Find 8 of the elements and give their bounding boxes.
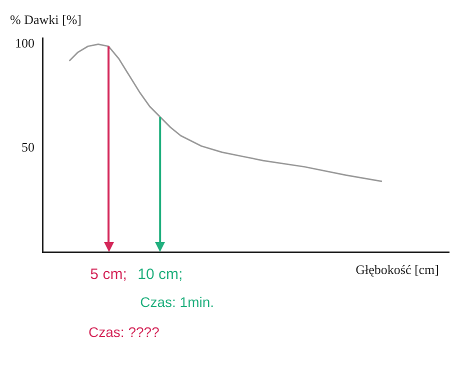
x-tick-label: 10 cm; (138, 266, 183, 284)
text: Czas: 1min. (140, 294, 214, 310)
y-axis-title: % Dawki [%] (10, 12, 82, 27)
x-tick-label: 5 cm; (90, 266, 127, 284)
text: Czas: ???? (88, 324, 160, 340)
x-axis-title: Głębokość [cm] (356, 262, 439, 277)
y-tick-label: 50 (22, 140, 34, 155)
y-tick-label: 100 (15, 36, 34, 51)
